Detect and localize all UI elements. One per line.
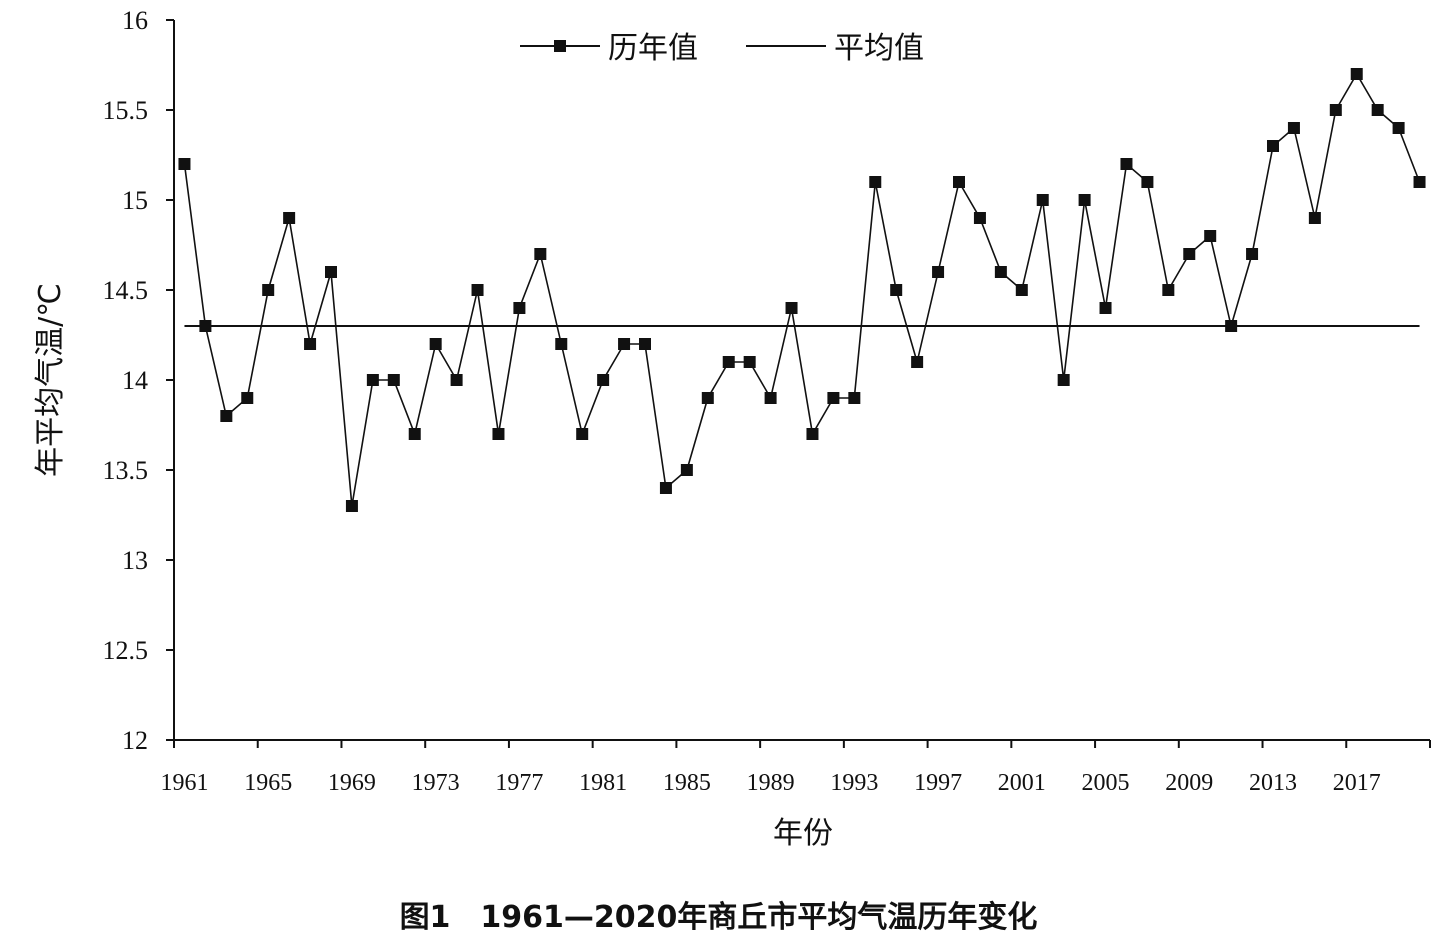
data-point-marker bbox=[1078, 194, 1091, 206]
data-point-marker bbox=[1057, 374, 1070, 386]
data-point-marker bbox=[1015, 284, 1028, 296]
data-point-marker bbox=[283, 212, 296, 224]
data-point-marker bbox=[387, 374, 400, 386]
data-point-marker bbox=[345, 500, 358, 512]
data-point-marker bbox=[555, 338, 568, 350]
y-tick-label: 12.5 bbox=[103, 636, 149, 665]
y-tick-label: 14.5 bbox=[103, 276, 149, 305]
data-point-marker bbox=[911, 356, 924, 368]
data-point-marker bbox=[199, 320, 212, 332]
data-point-marker bbox=[1413, 176, 1426, 188]
data-point-marker bbox=[1162, 284, 1175, 296]
y-tick-label: 13.5 bbox=[103, 456, 149, 485]
chart-axes bbox=[173, 20, 1430, 741]
data-point-marker bbox=[1392, 122, 1405, 134]
x-tick-label: 1985 bbox=[663, 770, 711, 796]
x-tick-label: 1973 bbox=[412, 770, 460, 796]
data-point-marker bbox=[848, 392, 861, 404]
x-tick-label: 1969 bbox=[328, 770, 376, 796]
x-tick-label: 2009 bbox=[1165, 770, 1213, 796]
data-point-marker bbox=[450, 374, 463, 386]
data-point-marker bbox=[576, 428, 589, 440]
data-point-marker bbox=[1371, 104, 1384, 116]
data-point-marker bbox=[178, 158, 191, 170]
data-point-marker bbox=[1204, 230, 1217, 242]
data-point-marker bbox=[764, 392, 777, 404]
y-axis-label: 年平均气温/℃ bbox=[33, 283, 68, 477]
x-tick-label: 1989 bbox=[747, 770, 795, 796]
data-point-marker bbox=[220, 410, 233, 422]
data-point-marker bbox=[597, 374, 610, 386]
data-point-marker bbox=[1099, 302, 1112, 314]
data-point-marker bbox=[994, 266, 1007, 278]
x-tick-label: 1993 bbox=[830, 770, 878, 796]
data-point-marker bbox=[1120, 158, 1133, 170]
data-point-marker bbox=[1036, 194, 1049, 206]
x-axis-label: 年份 bbox=[773, 816, 833, 851]
figure-caption: 图1 1961—2020年商丘市平均气温历年变化 bbox=[399, 900, 1038, 935]
y-tick-label: 12 bbox=[122, 726, 148, 755]
data-point-marker bbox=[701, 392, 714, 404]
y-axis-ticks: 12 12.5 13 13.5 14 14.5 15 15.5 16 bbox=[103, 6, 174, 755]
data-point-marker bbox=[1225, 320, 1238, 332]
x-tick-label: 1965 bbox=[244, 770, 292, 796]
data-point-marker bbox=[241, 392, 254, 404]
y-tick-label: 15 bbox=[122, 186, 148, 215]
data-point-marker bbox=[534, 248, 547, 260]
y-tick-label: 16 bbox=[122, 6, 148, 35]
data-point-marker bbox=[806, 428, 819, 440]
y-tick-label: 14 bbox=[122, 366, 148, 395]
x-tick-label: 1977 bbox=[495, 770, 543, 796]
data-point-marker bbox=[1308, 212, 1321, 224]
data-point-marker bbox=[366, 374, 379, 386]
y-tick-label: 13 bbox=[122, 546, 148, 575]
data-point-marker bbox=[785, 302, 798, 314]
data-point-marker bbox=[1267, 140, 1279, 152]
data-point-marker bbox=[1141, 176, 1154, 188]
x-tick-label: 1997 bbox=[914, 770, 962, 796]
data-point-marker bbox=[492, 428, 505, 440]
data-point-marker bbox=[932, 266, 945, 278]
data-point-marker bbox=[618, 338, 631, 350]
data-point-marker bbox=[827, 392, 840, 404]
x-tick-label: 2013 bbox=[1249, 770, 1297, 796]
x-tick-label: 1981 bbox=[579, 770, 627, 796]
x-tick-label: 1961 bbox=[160, 770, 208, 796]
data-point-marker bbox=[325, 266, 337, 278]
data-point-marker bbox=[262, 284, 275, 296]
annual-series bbox=[178, 68, 1426, 512]
y-tick-label: 15.5 bbox=[103, 96, 149, 125]
chart-legend: 历年值 平均值 bbox=[520, 31, 924, 66]
data-point-marker bbox=[973, 212, 986, 224]
x-tick-label: 2005 bbox=[1082, 770, 1130, 796]
data-point-marker bbox=[429, 338, 442, 350]
data-point-marker bbox=[722, 356, 735, 368]
data-point-marker bbox=[639, 338, 651, 350]
data-point-marker bbox=[659, 482, 672, 494]
legend-annual-label: 历年值 bbox=[608, 31, 698, 66]
x-tick-label: 2017 bbox=[1333, 770, 1381, 796]
data-point-marker bbox=[471, 284, 484, 296]
data-point-marker bbox=[869, 176, 882, 188]
x-tick-label: 2001 bbox=[998, 770, 1046, 796]
data-point-marker bbox=[304, 338, 317, 350]
annual-series-line bbox=[183, 72, 1421, 507]
x-axis-ticks: 1961 1965 1969 1973 1977 1981 1985 1989 1993 1997… bbox=[160, 740, 1431, 796]
data-point-marker bbox=[1183, 248, 1196, 260]
legend-mean-label: 平均值 bbox=[834, 31, 924, 66]
data-point-marker bbox=[1287, 122, 1300, 134]
data-point-marker bbox=[953, 176, 965, 188]
data-point-marker bbox=[680, 464, 693, 476]
legend-annual-marker bbox=[554, 40, 566, 52]
data-point-marker bbox=[1246, 248, 1259, 260]
data-point-marker bbox=[1350, 68, 1363, 80]
data-point-marker bbox=[513, 302, 526, 314]
data-point-marker bbox=[890, 284, 903, 296]
data-point-marker bbox=[1329, 104, 1342, 116]
data-point-marker bbox=[743, 356, 756, 368]
data-point-marker bbox=[408, 428, 421, 440]
